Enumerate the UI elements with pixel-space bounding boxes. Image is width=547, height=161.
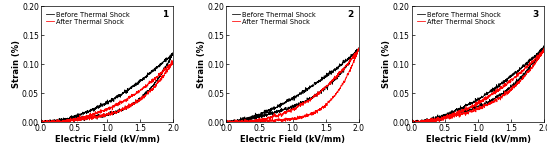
After Thermal Shock bbox=[223, 121, 230, 123]
Line: After Thermal Shock: After Thermal Shock bbox=[226, 48, 359, 122]
Before Thermal Shock bbox=[287, 100, 294, 102]
Before Thermal Shock bbox=[409, 121, 416, 123]
After Thermal Shock bbox=[346, 62, 352, 64]
After Thermal Shock bbox=[409, 121, 415, 123]
After Thermal Shock bbox=[500, 84, 507, 86]
Before Thermal Shock bbox=[164, 65, 170, 67]
Before Thermal Shock bbox=[273, 111, 280, 113]
Before Thermal Shock bbox=[409, 121, 415, 123]
Legend: Before Thermal Shock, After Thermal Shock: Before Thermal Shock, After Thermal Shoc… bbox=[46, 11, 131, 25]
After Thermal Shock bbox=[287, 109, 294, 111]
After Thermal Shock bbox=[473, 104, 479, 106]
Before Thermal Shock bbox=[540, 45, 547, 47]
After Thermal Shock bbox=[160, 69, 167, 71]
Before Thermal Shock bbox=[223, 121, 230, 123]
Before Thermal Shock bbox=[223, 121, 230, 123]
Y-axis label: Strain (%): Strain (%) bbox=[11, 40, 21, 88]
Before Thermal Shock bbox=[349, 57, 356, 59]
After Thermal Shock bbox=[102, 109, 108, 111]
Before Thermal Shock bbox=[170, 52, 176, 53]
Before Thermal Shock bbox=[346, 58, 352, 60]
Before Thermal Shock bbox=[38, 121, 44, 123]
Text: 3: 3 bbox=[533, 10, 539, 19]
After Thermal Shock bbox=[38, 121, 44, 123]
After Thermal Shock bbox=[227, 121, 234, 123]
After Thermal Shock bbox=[223, 121, 230, 123]
After Thermal Shock bbox=[531, 58, 538, 60]
After Thermal Shock bbox=[273, 119, 280, 121]
After Thermal Shock bbox=[88, 116, 94, 118]
Before Thermal Shock bbox=[412, 121, 418, 123]
Line: Before Thermal Shock: Before Thermal Shock bbox=[41, 52, 173, 122]
After Thermal Shock bbox=[38, 121, 44, 123]
After Thermal Shock bbox=[315, 91, 321, 93]
Before Thermal Shock bbox=[88, 115, 94, 117]
Y-axis label: Strain (%): Strain (%) bbox=[197, 40, 206, 88]
Before Thermal Shock bbox=[38, 120, 44, 122]
Before Thermal Shock bbox=[42, 121, 48, 123]
Text: 2: 2 bbox=[347, 10, 353, 19]
Before Thermal Shock bbox=[473, 99, 480, 101]
Line: After Thermal Shock: After Thermal Shock bbox=[412, 48, 544, 122]
Before Thermal Shock bbox=[102, 101, 109, 103]
Line: After Thermal Shock: After Thermal Shock bbox=[41, 60, 173, 122]
After Thermal Shock bbox=[349, 65, 356, 66]
Before Thermal Shock bbox=[315, 81, 321, 83]
After Thermal Shock bbox=[412, 121, 419, 123]
After Thermal Shock bbox=[129, 94, 136, 96]
Before Thermal Shock bbox=[531, 54, 538, 56]
Before Thermal Shock bbox=[160, 61, 167, 63]
Line: Before Thermal Shock: Before Thermal Shock bbox=[412, 46, 544, 122]
Before Thermal Shock bbox=[38, 121, 44, 123]
Before Thermal Shock bbox=[500, 82, 507, 84]
After Thermal Shock bbox=[164, 70, 170, 72]
After Thermal Shock bbox=[541, 47, 547, 49]
Legend: Before Thermal Shock, After Thermal Shock: Before Thermal Shock, After Thermal Shoc… bbox=[231, 11, 316, 25]
After Thermal Shock bbox=[168, 59, 175, 61]
Before Thermal Shock bbox=[534, 57, 541, 59]
Line: Before Thermal Shock: Before Thermal Shock bbox=[226, 48, 359, 122]
X-axis label: Electric Field (kV/mm): Electric Field (kV/mm) bbox=[240, 135, 345, 144]
X-axis label: Electric Field (kV/mm): Electric Field (kV/mm) bbox=[426, 135, 531, 144]
Before Thermal Shock bbox=[409, 121, 415, 123]
After Thermal Shock bbox=[356, 47, 362, 49]
Legend: Before Thermal Shock, After Thermal Shock: Before Thermal Shock, After Thermal Shoc… bbox=[416, 11, 502, 25]
After Thermal Shock bbox=[409, 121, 415, 123]
After Thermal Shock bbox=[534, 58, 541, 60]
Before Thermal Shock bbox=[227, 121, 234, 123]
After Thermal Shock bbox=[458, 113, 465, 115]
Before Thermal Shock bbox=[129, 85, 136, 87]
After Thermal Shock bbox=[42, 121, 48, 123]
Text: 1: 1 bbox=[162, 10, 168, 19]
Before Thermal Shock bbox=[356, 47, 362, 49]
Before Thermal Shock bbox=[458, 111, 465, 113]
X-axis label: Electric Field (kV/mm): Electric Field (kV/mm) bbox=[55, 135, 160, 144]
Y-axis label: Strain (%): Strain (%) bbox=[382, 40, 391, 88]
